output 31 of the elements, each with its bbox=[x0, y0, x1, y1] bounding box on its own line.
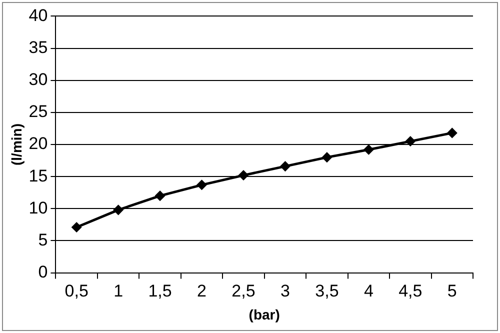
x-tick-label: 3,5 bbox=[315, 282, 339, 301]
x-tick-label: 5 bbox=[447, 282, 457, 301]
y-axis-title: (l/min) bbox=[8, 124, 24, 166]
y-tick-label: 20 bbox=[28, 134, 48, 154]
x-tick-label: 0,5 bbox=[64, 282, 88, 301]
x-axis-title: (bar) bbox=[248, 306, 280, 322]
point bbox=[322, 152, 332, 162]
y-tick-label: 5 bbox=[38, 230, 48, 250]
point bbox=[447, 128, 457, 138]
y-tick-label: 15 bbox=[28, 166, 48, 186]
x-tick-label: 1 bbox=[114, 282, 124, 301]
y-tick-label: 25 bbox=[28, 102, 48, 122]
point bbox=[280, 162, 290, 172]
x-tick-label: 4 bbox=[364, 282, 374, 301]
point bbox=[197, 180, 207, 190]
point bbox=[238, 170, 248, 180]
point bbox=[114, 205, 124, 215]
x-tick-label: 2 bbox=[197, 282, 206, 301]
y-tick-label: 35 bbox=[28, 38, 48, 57]
x-tick-label: 3 bbox=[280, 282, 290, 301]
point bbox=[364, 144, 374, 154]
y-tick-label: 30 bbox=[28, 70, 48, 90]
y-tick-label: 40 bbox=[28, 6, 48, 25]
point bbox=[406, 136, 416, 146]
x-tick-label: 1,5 bbox=[148, 282, 172, 301]
y-tick-label: 0 bbox=[38, 262, 48, 282]
x-tick-label: 2,5 bbox=[232, 282, 256, 301]
point bbox=[72, 222, 82, 232]
x-tick-label: 4,5 bbox=[398, 282, 422, 301]
y-tick-label: 10 bbox=[28, 198, 48, 218]
point bbox=[155, 191, 165, 201]
